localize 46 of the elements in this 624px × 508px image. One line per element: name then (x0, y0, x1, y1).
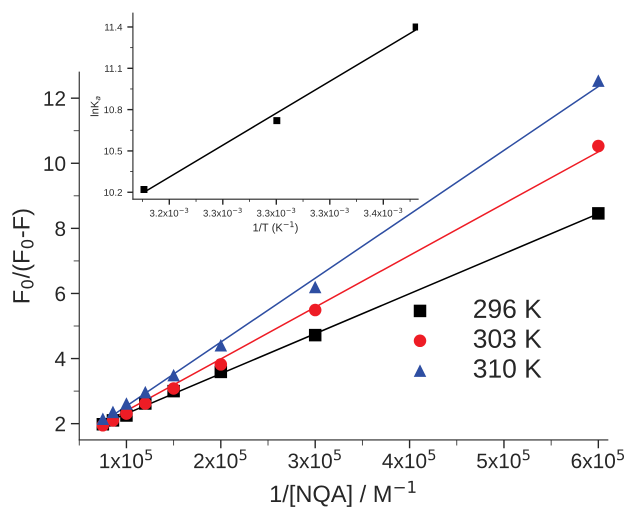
y-tick-label: 11.4 (105, 24, 122, 31)
point (120, 397, 133, 410)
point (214, 338, 228, 352)
x-axis-title: 1/[NQA] / M$^{−1}$ (270, 480, 416, 507)
point (592, 207, 605, 220)
y-tick-label: 4 (54, 352, 66, 366)
x-tick-label: 3.3x10$^{−3}$ (203, 208, 242, 217)
y-axis-title: F$_{0}$/(F$_{0}$-F) (12, 209, 34, 302)
point (106, 406, 120, 418)
x-tick-label: 3x10$^{5}$ (288, 449, 341, 468)
point (308, 328, 322, 342)
point (308, 304, 322, 316)
point (592, 74, 605, 87)
point (167, 382, 180, 395)
x-tick-label: 5x10$^{5}$ (477, 449, 530, 468)
x-tick-label: 1x10$^{5}$ (100, 449, 152, 468)
y-tick-label: 10.2 (104, 188, 122, 196)
x-axis-title: 1/T (K$^{−1}$) (253, 221, 298, 234)
point (412, 24, 418, 30)
y-tick-label: 10 (44, 156, 66, 172)
y-tick-label: 6 (56, 286, 66, 302)
point (139, 386, 152, 398)
point (592, 140, 605, 152)
x-tick-label: 3.3x10$^{−3}$ (256, 208, 296, 217)
x-tick-label: 4x10$^{5}$ (382, 449, 436, 468)
y-tick-label: 8 (55, 221, 66, 236)
x-tick-label: 3.2x10$^{−3}$ (150, 208, 188, 217)
x-tick-label: 3.4x10$^{−3}$ (364, 208, 402, 217)
y-tick-label: 11.1 (105, 65, 122, 72)
legend-label: 310 K (474, 359, 542, 378)
y-tick-label: 10.5 (104, 148, 122, 155)
x-tick-label: 2x10$^{5}$ (194, 449, 246, 468)
point (140, 186, 148, 193)
x-tick-label: 3.3x10$^{−3}$ (310, 208, 349, 217)
y-tick-label: 12 (44, 91, 66, 106)
y-axis-title: lnK$_{a}$ (90, 96, 100, 116)
point (273, 117, 280, 124)
point (214, 358, 228, 371)
legend-label: 303 K (474, 329, 542, 348)
y-tick-label: 10.8 (104, 106, 122, 114)
x-tick-label: 6x10$^{5}$ (572, 449, 624, 468)
legend-label: 296 K (474, 299, 542, 318)
point (167, 368, 180, 382)
point (308, 280, 322, 294)
point (96, 412, 110, 426)
y-tick-label: 2 (56, 416, 66, 432)
